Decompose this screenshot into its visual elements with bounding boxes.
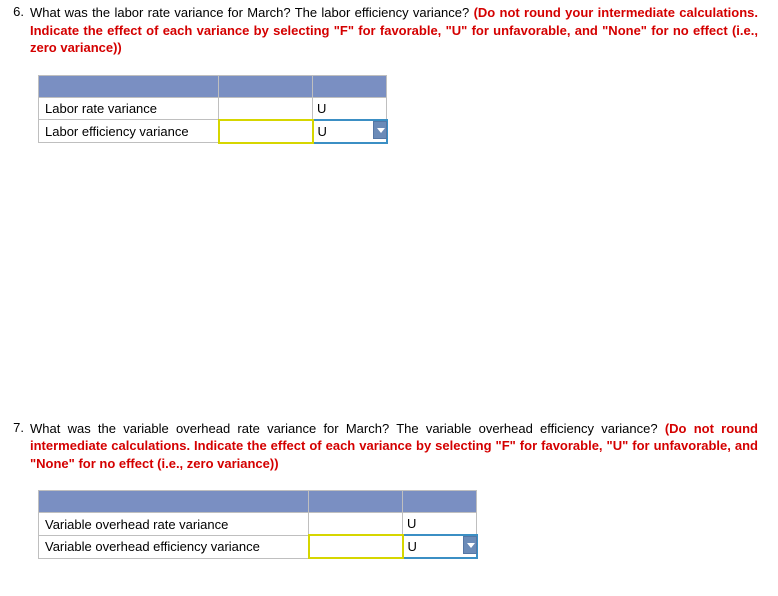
question-7-text: What was the variable overhead rate vari… <box>30 420 758 473</box>
question-7-number: 7. <box>8 420 30 435</box>
question-6-row: 6. What was the labor rate variance for … <box>8 4 758 57</box>
question-6-main: What was the labor rate variance for Mar… <box>30 5 474 20</box>
q6-hdr-effect <box>313 75 387 97</box>
question-6: 6. What was the labor rate variance for … <box>0 0 778 156</box>
q7-row0-effect-select[interactable]: U <box>403 513 477 536</box>
q7-row1-effect-select[interactable]: U <box>403 535 477 558</box>
spacer <box>0 156 778 416</box>
q6-hdr-label <box>39 75 219 97</box>
question-7-row: 7. What was the variable overhead rate v… <box>8 420 758 473</box>
q7-hdr-value <box>309 491 403 513</box>
question-7: 7. What was the variable overhead rate v… <box>0 416 778 572</box>
q7-table-wrap: Variable overhead rate variance U Variab… <box>38 490 758 559</box>
q6-row0-value-input[interactable] <box>219 97 313 120</box>
q7-table: Variable overhead rate variance U Variab… <box>38 490 478 559</box>
q6-row0-effect-select[interactable]: U <box>313 97 387 120</box>
table-row: Labor efficiency variance U <box>39 120 387 143</box>
q6-table: Labor rate variance U Labor efficiency v… <box>38 75 388 144</box>
q7-hdr-label <box>39 491 309 513</box>
table-row: Labor rate variance U <box>39 97 387 120</box>
q6-table-wrap: Labor rate variance U Labor efficiency v… <box>38 75 758 144</box>
q7-row1-effect-text: U <box>408 539 417 554</box>
question-7-main: What was the variable overhead rate vari… <box>30 421 665 436</box>
q6-hdr-value <box>219 75 313 97</box>
q7-row0-label: Variable overhead rate variance <box>39 513 309 536</box>
question-6-text: What was the labor rate variance for Mar… <box>30 4 758 57</box>
question-6-number: 6. <box>8 4 30 19</box>
q6-row1-effect-text: U <box>318 124 327 139</box>
q7-hdr-effect <box>403 491 477 513</box>
chevron-down-icon[interactable] <box>463 536 477 554</box>
table-row: Variable overhead rate variance U <box>39 513 477 536</box>
q7-row1-label: Variable overhead efficiency variance <box>39 535 309 558</box>
q6-row1-label: Labor efficiency variance <box>39 120 219 143</box>
q6-header-row <box>39 75 387 97</box>
q7-header-row <box>39 491 477 513</box>
q6-row1-value-input[interactable] <box>219 120 313 143</box>
chevron-down-icon[interactable] <box>373 121 387 139</box>
q7-row0-value-input[interactable] <box>309 513 403 536</box>
q7-row1-value-input[interactable] <box>309 535 403 558</box>
q6-row1-effect-select[interactable]: U <box>313 120 387 143</box>
q6-row0-label: Labor rate variance <box>39 97 219 120</box>
table-row: Variable overhead efficiency variance U <box>39 535 477 558</box>
